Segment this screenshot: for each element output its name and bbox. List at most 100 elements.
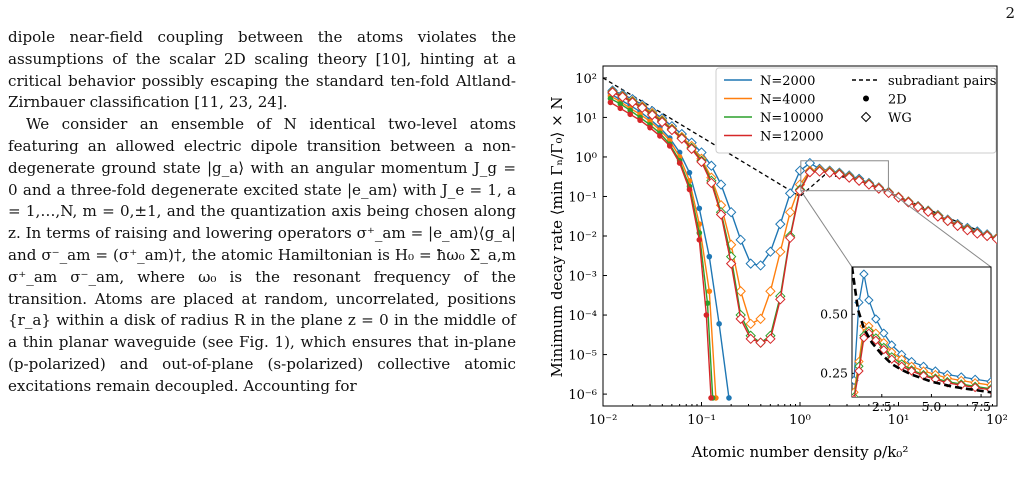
- y-tick-label: 10⁻⁵: [568, 349, 597, 364]
- wg-diamond-marker: [725, 206, 737, 218]
- wg-diamond-marker: [706, 177, 717, 189]
- zoom-connector: [800, 190, 853, 268]
- x-tick-label: 10²: [986, 413, 1008, 428]
- twod-dot-marker: [637, 117, 643, 124]
- inset-x-tick-label: 2.5: [872, 399, 892, 414]
- wg-diamond-marker: [765, 246, 776, 257]
- twod-dot-marker: [617, 101, 624, 107]
- legend-box: [715, 67, 997, 154]
- y-tick-label: 10⁻²: [568, 230, 597, 245]
- wg-diamond-marker: [656, 116, 668, 128]
- wg-diamond-marker: [735, 286, 746, 297]
- wg-diamond-marker: [745, 333, 756, 345]
- twod-dot-marker: [696, 205, 703, 212]
- wg-diamond-marker: [765, 286, 776, 297]
- wg-diamond-marker: [607, 87, 618, 98]
- inset-diamond-marker: [906, 366, 917, 376]
- paragraph-2: We consider an ensemble of N identical t…: [8, 115, 516, 395]
- inset-diamond-marker: [859, 333, 869, 343]
- wg-diamond-marker: [912, 201, 924, 213]
- inset-diamond-marker: [879, 345, 889, 355]
- y-tick-label: 10²: [575, 72, 597, 87]
- twod-dot-marker: [726, 395, 732, 401]
- y-tick-label: 10⁻⁴: [568, 309, 597, 324]
- wg-diamond-marker: [755, 313, 766, 325]
- twod-dot-marker: [696, 237, 703, 243]
- legend-label: N=10000: [760, 111, 824, 126]
- inset-y-tick-label: 0.25: [820, 365, 848, 380]
- wg-diamond-marker: [775, 294, 786, 305]
- twod-dot-marker: [647, 124, 653, 131]
- decay-rate-figure: 10⁻² 10⁻¹ 10⁰ 10¹ 10² 10⁻⁶ 10⁻⁵ 10⁻⁴ 10⁻³ 10⁻² 10⁻…: [548, 65, 1008, 461]
- inset-x-tick-label: 5.0: [921, 399, 941, 414]
- inset-diamond-marker: [871, 314, 881, 324]
- wg-diamond-marker: [696, 156, 707, 168]
- wg-diamond-marker: [903, 197, 914, 208]
- wg-diamond-marker: [962, 225, 973, 236]
- wg-diamond-marker: [735, 234, 746, 246]
- wg-diamond-marker: [834, 169, 845, 180]
- wg-diamond-marker: [666, 124, 678, 136]
- y-axis-label: Minimum decay rate ⟨min Γₙ/Γ₀⟩ × N: [548, 96, 566, 377]
- wg-diamond-marker: [784, 188, 796, 199]
- wg-diamond-marker: [647, 109, 658, 121]
- wg-diamond-marker: [686, 143, 697, 155]
- wg-diamond-marker: [755, 337, 766, 348]
- wg-diamond-marker: [627, 97, 638, 108]
- twod-dot-marker: [706, 288, 713, 295]
- inset-diamond-marker: [871, 335, 881, 345]
- wg-diamond-marker: [853, 175, 865, 186]
- paragraph-1: dipole near-field coupling between the a…: [8, 28, 516, 112]
- wg-diamond-marker: [814, 166, 825, 177]
- inset-diamond-marker: [879, 328, 889, 338]
- series-wg-line: [612, 91, 997, 344]
- inset-diamond-marker: [859, 269, 869, 279]
- inset-x-tick-label: 7.5: [971, 399, 991, 414]
- wg-diamond-marker: [981, 230, 993, 242]
- twod-dot-marker: [617, 105, 624, 112]
- wg-diamond-marker: [745, 258, 756, 269]
- twod-dot-marker: [708, 395, 714, 401]
- inset-diamond-marker: [854, 366, 864, 376]
- y-tick-label: 10⁻⁶: [568, 388, 597, 403]
- wg-diamond-marker: [942, 215, 953, 227]
- plot-area: [603, 77, 997, 401]
- inset-diamond-marker: [896, 361, 907, 371]
- wg-diamond-marker: [745, 318, 756, 330]
- legend-label: 2D: [888, 93, 907, 108]
- wg-diamond-marker: [715, 209, 727, 220]
- twod-dot-marker: [627, 111, 634, 118]
- y-tick-label: 10⁰: [575, 151, 597, 166]
- x-tick-label: 10⁰: [789, 413, 811, 428]
- y-tick-label: 10⁻³: [568, 270, 597, 285]
- wg-diamond-marker: [972, 228, 983, 239]
- wg-diamond-marker: [755, 260, 766, 271]
- twod-dot-marker: [704, 300, 711, 306]
- legend-label: N=12000: [760, 130, 824, 145]
- wg-diamond-marker: [784, 206, 796, 218]
- twod-dot-marker: [657, 133, 663, 139]
- twod-dot-marker: [607, 99, 614, 106]
- wg-diamond-marker: [617, 91, 628, 103]
- twod-dot-marker: [706, 253, 713, 260]
- legend-label: subradiant pairs: [888, 74, 996, 89]
- wg-diamond-marker: [775, 218, 786, 230]
- wg-diamond-marker: [794, 165, 806, 176]
- twod-dot-marker: [686, 169, 693, 176]
- x-tick-label: 10¹: [888, 413, 910, 428]
- x-axis-label: Atomic number density ρ/k₀²: [691, 443, 909, 461]
- wg-diamond-marker: [715, 179, 727, 190]
- wg-diamond-marker: [932, 211, 944, 222]
- twod-dot-marker: [666, 143, 673, 149]
- wg-diamond-marker: [991, 233, 997, 245]
- legend-swatch: [863, 95, 869, 102]
- wg-diamond-marker: [804, 167, 816, 178]
- inset-diamond-marker: [864, 295, 874, 305]
- twod-dot-marker: [607, 95, 614, 102]
- wg-diamond-marker: [824, 167, 835, 178]
- wg-diamond-marker: [676, 133, 688, 144]
- page-number: 2: [1005, 4, 1015, 22]
- legend-swatch: [860, 111, 872, 123]
- y-tick-label: 10⁻¹: [568, 190, 597, 205]
- wg-diamond-marker: [636, 102, 648, 114]
